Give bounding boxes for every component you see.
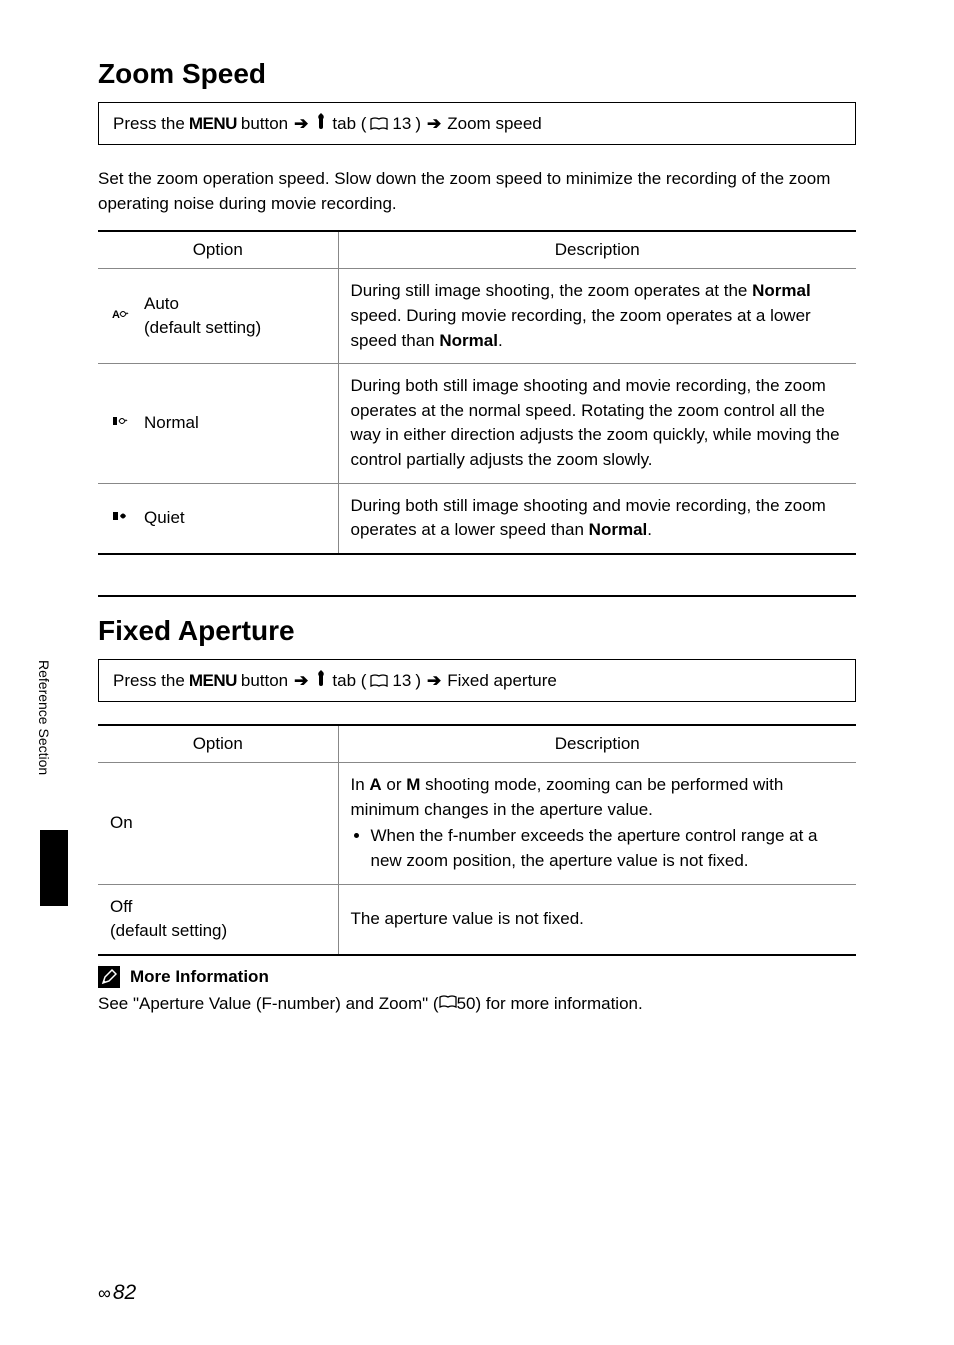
book-icon [370,117,388,131]
table-row: Normal During both still image shooting … [98,364,856,484]
table-row: On In A or M shooting mode, zooming can … [98,763,856,885]
svg-text:A: A [112,309,120,321]
option-label: Quiet [144,506,185,531]
more-info-label: More Information [130,967,269,987]
mi-text: See "Aperture Value (F-number) and Zoom"… [98,994,439,1013]
arrow-icon: ➔ [427,114,441,134]
page-glyph-icon: ∞ [98,1283,105,1304]
option-desc: During both still image shooting and mov… [338,364,856,484]
pencil-icon [98,966,120,988]
desc-text: speed. During movie recording, the zoom … [351,306,811,350]
mode-m: M [406,775,420,794]
arrow-icon: ➔ [294,671,308,691]
auto-icon: A [110,305,132,328]
desc-bold: Normal [589,520,648,539]
menu-glyph: MENU [189,114,237,134]
table-row: Quiet During both still image shooting a… [98,483,856,554]
col-description: Description [338,725,856,763]
zoom-speed-heading: Zoom Speed [98,58,856,90]
menu-glyph: MENU [189,671,237,691]
instr-text: ) [415,114,421,134]
instr-target: Fixed aperture [447,671,557,691]
zoom-speed-intro: Set the zoom operation speed. Slow down … [98,167,856,216]
instr-text: Press the [113,114,185,134]
table-row: Off (default setting) The aperture value… [98,884,856,955]
wrench-icon [314,670,328,691]
desc-text: During still image shooting, the zoom op… [351,281,753,300]
opt-sub: (default setting) [110,921,227,940]
side-black-tab [40,830,68,906]
desc-bold: Normal [439,331,498,350]
page-number-value: 82 [113,1281,136,1305]
book-icon [370,674,388,688]
desc-bold: Normal [752,281,811,300]
section-divider [98,595,856,597]
arrow-icon: ➔ [294,114,308,134]
page-ref: 13 [392,114,411,134]
desc-text: In [351,775,370,794]
side-tab-label: Reference Section [36,660,52,775]
more-info-text: See "Aperture Value (F-number) and Zoom"… [98,994,856,1014]
normal-icon [110,412,132,435]
col-option: Option [98,725,338,763]
option-label: Off (default setting) [98,884,338,955]
arrow-icon: ➔ [427,671,441,691]
table-row: A Auto (default setting) During still im… [98,269,856,364]
option-label: Auto (default setting) [144,292,261,341]
wrench-icon [314,113,328,134]
page-number: ∞ 82 [98,1281,136,1305]
col-option: Option [98,231,338,269]
page-ref: 13 [392,671,411,691]
instr-text: button [241,114,288,134]
desc-text: . [647,520,652,539]
col-description: Description [338,231,856,269]
opt-text: Auto [144,294,179,313]
instr-text: button [241,671,288,691]
mode-a: A [369,775,381,794]
instr-text: tab ( [332,114,366,134]
mi-text: ) for more information. [476,994,643,1013]
instr-text: ) [415,671,421,691]
desc-text: or [382,775,407,794]
opt-text: Off [110,897,132,916]
option-label: Normal [144,411,199,436]
option-desc: The aperture value is not fixed. [338,884,856,955]
option-desc: In A or M shooting mode, zooming can be … [338,763,856,885]
mi-pageref: 50 [457,994,476,1013]
desc-text: . [498,331,503,350]
book-icon [439,995,457,1009]
opt-sub: (default setting) [144,318,261,337]
fixed-aperture-heading: Fixed Aperture [98,615,856,647]
zoom-speed-instruction: Press the MENU button ➔ tab ( 13) ➔ Zoom… [98,102,856,145]
option-label: On [98,763,338,885]
instr-text: tab ( [332,671,366,691]
zoom-speed-table: Option Description A Auto (default setti… [98,230,856,555]
instr-target: Zoom speed [447,114,542,134]
more-info-heading: More Information [98,966,856,988]
option-desc: During still image shooting, the zoom op… [338,269,856,364]
quiet-icon [110,507,132,530]
fixed-aperture-table: Option Description On In A or M shooting… [98,724,856,956]
desc-bullet: When the f-number exceeds the aperture c… [371,824,845,873]
option-desc: During both still image shooting and mov… [338,483,856,554]
instr-text: Press the [113,671,185,691]
fixed-aperture-instruction: Press the MENU button ➔ tab ( 13) ➔ Fixe… [98,659,856,702]
